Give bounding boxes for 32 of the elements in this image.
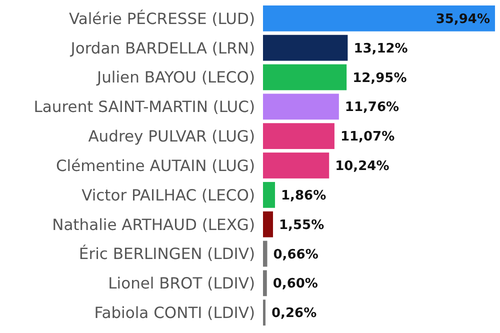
- y-tick-label: Lionel BROT (LDIV): [108, 274, 255, 293]
- bar: [263, 34, 348, 61]
- y-tick-label: Laurent SAINT-MARTIN (LUC): [34, 98, 255, 116]
- y-tick-label: Éric BERLINGEN (LDIV): [78, 244, 255, 264]
- data-label: 10,24%: [335, 159, 390, 174]
- bar: [263, 270, 267, 296]
- bar: [263, 94, 339, 120]
- y-tick-label: Audrey PULVAR (LUG): [88, 128, 255, 146]
- bar: [263, 182, 276, 208]
- y-tick-label: Victor PAILHAC (LECO): [82, 186, 255, 204]
- data-label: 11,07%: [340, 130, 395, 145]
- data-label: 0,26%: [272, 306, 317, 322]
- data-label: 1,86%: [281, 188, 326, 204]
- data-label: 0,60%: [272, 276, 318, 292]
- y-tick-label: Valérie PÉCRESSE (LUD): [68, 8, 255, 28]
- bar: [263, 152, 330, 178]
- y-tick-label: Fabiola CONTI (LDIV): [94, 304, 255, 322]
- bar: [263, 64, 347, 90]
- y-tick-label: Julien BAYOU (LECO): [96, 68, 255, 87]
- data-label: 35,94%: [436, 12, 490, 27]
- y-tick-label: Jordan BARDELLA (LRN): [70, 39, 255, 58]
- data-label: 0,66%: [273, 247, 318, 262]
- data-label: 11,76%: [344, 100, 400, 116]
- data-label: 1,55%: [279, 218, 324, 233]
- y-tick-label: Nathalie ARTHAUD (LEXG): [52, 216, 255, 234]
- bar: [263, 240, 268, 267]
- bar: [263, 211, 274, 238]
- data-label: 12,95%: [352, 70, 407, 86]
- data-label: 13,12%: [354, 41, 408, 56]
- bar: [263, 123, 334, 150]
- bar: [263, 5, 495, 32]
- y-tick-label: Clémentine AUTAIN (LUG): [56, 156, 255, 175]
